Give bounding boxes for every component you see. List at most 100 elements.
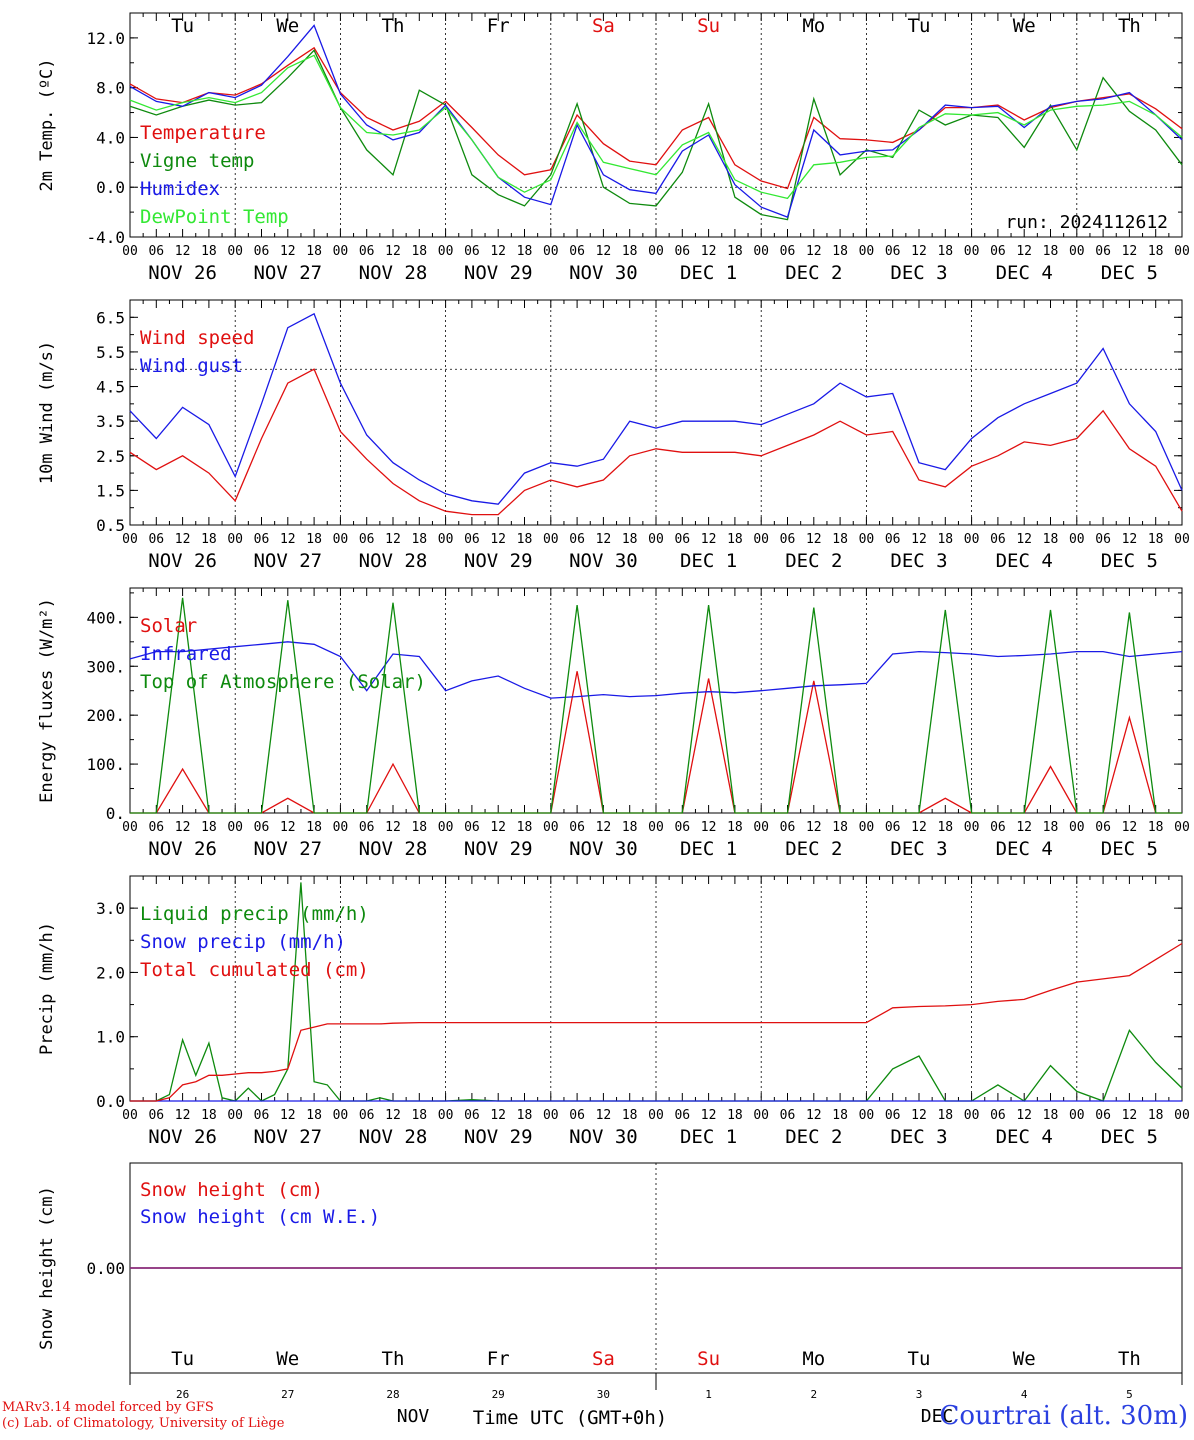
legend-entry: Solar bbox=[140, 615, 197, 637]
hour-label: 00 bbox=[648, 1108, 664, 1123]
hour-label: 12 bbox=[596, 244, 612, 259]
hour-label: 18 bbox=[1043, 1108, 1059, 1123]
hour-label: 00 bbox=[227, 532, 243, 547]
date-label: DEC 2 bbox=[785, 550, 842, 572]
hour-label: 12 bbox=[280, 820, 296, 835]
day-label-bottom: Tu bbox=[908, 1348, 931, 1370]
hour-label: 06 bbox=[674, 532, 690, 547]
date-label: DEC 3 bbox=[890, 262, 947, 284]
date-label: DEC 5 bbox=[1101, 262, 1158, 284]
hour-label: 06 bbox=[885, 820, 901, 835]
y-axis-label: Snow height (cm) bbox=[37, 1186, 57, 1350]
hour-label: 06 bbox=[990, 1108, 1006, 1123]
legend-entry: Humidex bbox=[140, 178, 220, 200]
legend-entry: Vigne temp bbox=[140, 150, 254, 172]
day-number-label: 2 bbox=[810, 1388, 817, 1401]
hour-label: 00 bbox=[1069, 244, 1085, 259]
day-label-bottom: Fr bbox=[487, 1348, 510, 1370]
y-tick-label: 8.0 bbox=[96, 79, 125, 98]
date-label: NOV 29 bbox=[464, 550, 533, 572]
legend-entry: DewPoint Temp bbox=[140, 206, 289, 228]
day-number-label: 27 bbox=[281, 1388, 294, 1401]
hour-label: 18 bbox=[517, 1108, 533, 1123]
hour-label: 00 bbox=[1069, 532, 1085, 547]
y-tick-label: 1.0 bbox=[96, 1028, 125, 1047]
date-label: DEC 1 bbox=[680, 262, 737, 284]
hour-label: 06 bbox=[780, 532, 796, 547]
day-label-top: Fr bbox=[487, 15, 510, 37]
hour-label: 06 bbox=[1095, 532, 1111, 547]
date-label: DEC 3 bbox=[890, 1126, 947, 1148]
hour-label: 00 bbox=[227, 244, 243, 259]
hour-label: 06 bbox=[464, 1108, 480, 1123]
legend-entry: Snow precip (mm/h) bbox=[140, 931, 346, 953]
hour-label: 06 bbox=[254, 1108, 270, 1123]
hour-label: 12 bbox=[280, 532, 296, 547]
date-label: DEC 2 bbox=[785, 262, 842, 284]
month-label: NOV bbox=[397, 1406, 430, 1427]
date-label: DEC 1 bbox=[680, 550, 737, 572]
hour-label: 12 bbox=[701, 820, 717, 835]
y-tick-label: 0.0 bbox=[96, 1092, 125, 1111]
hour-label: 06 bbox=[359, 244, 375, 259]
hour-label: 06 bbox=[359, 1108, 375, 1123]
hour-label: 18 bbox=[1148, 820, 1164, 835]
hour-label: 18 bbox=[411, 820, 427, 835]
series-line-wind-speed bbox=[129, 368, 1183, 516]
hour-label: 06 bbox=[148, 532, 164, 547]
hour-label: 12 bbox=[1122, 1108, 1138, 1123]
series-line-dewpoint-temp bbox=[129, 54, 1183, 200]
hour-label: 00 bbox=[753, 244, 769, 259]
hour-label: 12 bbox=[596, 532, 612, 547]
hour-label: 06 bbox=[254, 532, 270, 547]
hour-label: 00 bbox=[1174, 244, 1190, 259]
hour-label: 00 bbox=[227, 820, 243, 835]
hour-label: 06 bbox=[569, 820, 585, 835]
hour-label: 12 bbox=[701, 532, 717, 547]
hour-label: 00 bbox=[438, 244, 454, 259]
chart-panel-1: -4.0 0.0 4.0 8.0 12.0 2m Temp. (ºC) Temperatur… bbox=[37, 12, 1190, 284]
hour-label: 06 bbox=[464, 820, 480, 835]
hour-label: 12 bbox=[175, 1108, 191, 1123]
date-label: NOV 30 bbox=[569, 838, 638, 860]
hour-label: 12 bbox=[911, 244, 927, 259]
hour-label: 18 bbox=[937, 532, 953, 547]
y-tick-label: 1.5 bbox=[96, 481, 125, 500]
hour-label: 00 bbox=[648, 244, 664, 259]
run-label: run: 2024112612 bbox=[1005, 212, 1168, 233]
hour-label: 06 bbox=[359, 820, 375, 835]
hour-label: 12 bbox=[1016, 820, 1032, 835]
y-tick-label: 2.0 bbox=[96, 963, 125, 982]
day-number-label: 1 bbox=[705, 1388, 712, 1401]
y-axis-label: 10m Wind (m/s) bbox=[37, 341, 57, 484]
hour-label: 06 bbox=[254, 244, 270, 259]
date-label: NOV 28 bbox=[359, 1126, 428, 1148]
day-label-top: Tu bbox=[171, 15, 194, 37]
hour-label: 00 bbox=[122, 820, 138, 835]
date-label: DEC 4 bbox=[996, 262, 1053, 284]
legend-entry: Total cumulated (cm) bbox=[140, 959, 369, 981]
credit-line-2: (c) Lab. of Climatology, University of L… bbox=[2, 1416, 285, 1431]
hour-label: 00 bbox=[1174, 532, 1190, 547]
legend-entry: Snow height (cm) bbox=[140, 1179, 323, 1201]
hour-label: 06 bbox=[148, 244, 164, 259]
hour-label: 12 bbox=[1122, 532, 1138, 547]
day-label-bottom: Th bbox=[1118, 1348, 1141, 1370]
hour-label: 00 bbox=[859, 532, 875, 547]
y-tick-label: 0.5 bbox=[96, 516, 125, 535]
y-tick-label: 100. bbox=[86, 755, 125, 774]
hour-label: 06 bbox=[885, 532, 901, 547]
hour-label: 06 bbox=[780, 244, 796, 259]
hour-label: 12 bbox=[701, 244, 717, 259]
hour-label: 12 bbox=[911, 532, 927, 547]
day-number-label: 28 bbox=[386, 1388, 399, 1401]
y-tick-label: 5.5 bbox=[96, 343, 125, 362]
y-tick-label: 200. bbox=[86, 706, 125, 725]
hour-label: 12 bbox=[490, 820, 506, 835]
day-label-bottom: Tu bbox=[171, 1348, 194, 1370]
day-number-label: 26 bbox=[176, 1388, 189, 1401]
hour-label: 18 bbox=[622, 244, 638, 259]
station-title: Courtrai (alt. 30m) bbox=[939, 1401, 1189, 1431]
date-label: DEC 4 bbox=[996, 550, 1053, 572]
day-number-label: 30 bbox=[597, 1388, 610, 1401]
